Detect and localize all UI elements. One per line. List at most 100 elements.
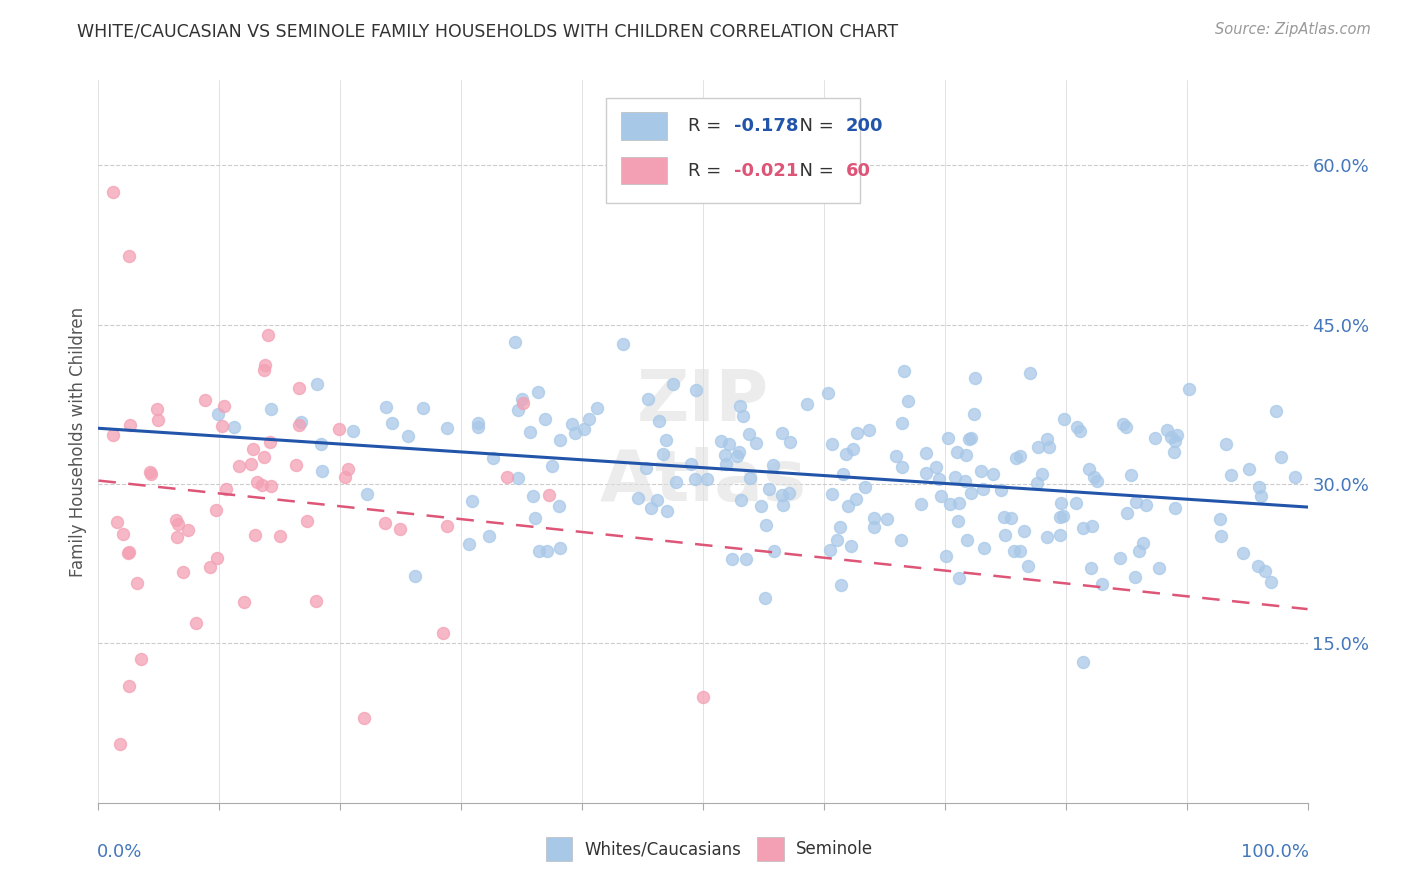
Point xyxy=(561,417,583,431)
Point xyxy=(1049,496,1071,510)
Point xyxy=(1053,411,1076,425)
Point xyxy=(969,464,991,478)
Point xyxy=(118,679,141,693)
Point xyxy=(375,400,398,414)
Point xyxy=(728,399,751,413)
Point xyxy=(1038,440,1060,454)
Point xyxy=(884,449,907,463)
Point xyxy=(242,442,264,457)
Point xyxy=(846,426,869,441)
Point xyxy=(1066,420,1088,434)
Point xyxy=(1069,425,1091,439)
Point xyxy=(482,450,505,465)
Point xyxy=(233,594,256,608)
Point xyxy=(948,571,970,585)
Point xyxy=(256,328,278,343)
Point xyxy=(1249,480,1271,494)
FancyBboxPatch shape xyxy=(546,838,572,861)
Point xyxy=(1164,434,1187,449)
Point xyxy=(863,520,886,534)
Point xyxy=(1083,470,1105,484)
Point xyxy=(770,426,793,441)
Text: N =: N = xyxy=(787,161,839,179)
Point xyxy=(194,392,217,407)
Point xyxy=(821,437,844,451)
Point xyxy=(679,457,702,471)
Point xyxy=(1091,577,1114,591)
Point xyxy=(853,480,876,494)
Point xyxy=(585,401,607,416)
Point xyxy=(572,421,595,435)
Point xyxy=(718,436,741,450)
Point xyxy=(287,381,309,395)
Point xyxy=(763,544,786,558)
Point xyxy=(1125,495,1147,509)
Point xyxy=(738,426,761,441)
Point xyxy=(337,462,360,476)
Point xyxy=(754,591,776,605)
Point xyxy=(665,475,688,490)
Point xyxy=(1036,432,1059,446)
Point xyxy=(990,483,1012,497)
Point xyxy=(834,447,856,461)
Point xyxy=(198,560,221,574)
Point xyxy=(389,522,412,536)
Point xyxy=(929,489,952,503)
Point xyxy=(523,511,546,525)
Point xyxy=(914,445,936,459)
Point xyxy=(1036,530,1059,544)
Point xyxy=(105,515,128,529)
Point xyxy=(311,464,333,478)
Point xyxy=(858,423,880,437)
Point xyxy=(215,482,238,496)
Point xyxy=(404,569,426,583)
Point xyxy=(735,552,758,566)
FancyBboxPatch shape xyxy=(606,98,860,203)
Point xyxy=(994,528,1017,542)
Point xyxy=(1002,543,1025,558)
Point xyxy=(1073,521,1095,535)
Point xyxy=(534,412,557,426)
Point xyxy=(1232,546,1254,560)
Text: -0.021: -0.021 xyxy=(734,161,799,179)
Point xyxy=(1116,506,1139,520)
Point xyxy=(117,546,139,560)
Point xyxy=(1209,511,1232,525)
Point xyxy=(457,536,479,550)
Point xyxy=(127,575,149,590)
Point xyxy=(412,401,434,415)
Point xyxy=(891,417,914,431)
Point xyxy=(260,401,283,416)
Point xyxy=(935,549,957,564)
Point xyxy=(738,471,761,485)
Point xyxy=(1000,510,1022,524)
Point xyxy=(612,337,634,351)
Point xyxy=(548,434,571,448)
Point xyxy=(939,497,962,511)
Point xyxy=(825,533,848,547)
Point xyxy=(211,418,233,433)
Point xyxy=(692,690,714,704)
Point xyxy=(508,471,530,485)
Point xyxy=(548,541,571,555)
Point xyxy=(762,458,785,472)
Point xyxy=(963,408,986,422)
Point xyxy=(842,442,865,457)
Point xyxy=(503,334,526,349)
Point xyxy=(146,401,169,416)
Point xyxy=(683,472,706,486)
Point xyxy=(925,460,948,475)
Y-axis label: Family Households with Children: Family Households with Children xyxy=(69,307,87,576)
Point xyxy=(893,364,915,378)
Point xyxy=(1087,474,1109,488)
Point xyxy=(943,469,966,483)
Point xyxy=(101,185,124,199)
Text: -0.178: -0.178 xyxy=(734,117,799,135)
Point xyxy=(948,496,970,510)
Point xyxy=(828,520,851,534)
Point xyxy=(309,437,332,451)
Point xyxy=(627,491,650,506)
Point xyxy=(172,565,194,579)
Point xyxy=(876,512,898,526)
Point xyxy=(333,470,356,484)
